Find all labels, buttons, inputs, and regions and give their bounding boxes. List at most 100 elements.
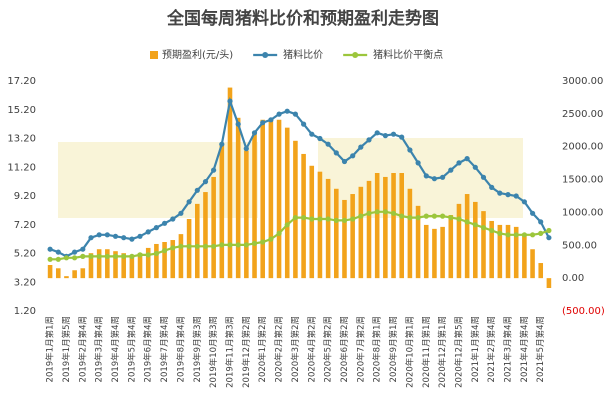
bar (407, 188, 413, 279)
bar (284, 127, 290, 279)
x-tick-label: 2019年12月第2周 (241, 316, 252, 388)
bar (481, 211, 486, 279)
x-tick-label: 2020年12月第1周 (437, 316, 448, 388)
y-tick-label: 3.20 (14, 277, 36, 288)
x-tick-label: 2019年4月第4周 (110, 316, 121, 382)
bar (186, 219, 192, 279)
legend-swatch (262, 52, 269, 58)
y-tick-label: 7.20 (14, 220, 36, 231)
bar (219, 144, 225, 279)
y-tick-label: 5.20 (14, 249, 36, 260)
y2-tick-label: 0.00 (562, 273, 584, 284)
bar (227, 87, 233, 279)
x-tick-label: 2019年3月第4周 (94, 316, 105, 382)
y2-tick-label: (500.00) (562, 306, 605, 317)
bar (162, 242, 167, 279)
x-tick-label: 2020年9月第1周 (388, 316, 399, 382)
bar (55, 268, 61, 279)
bar (154, 243, 159, 279)
y-tick-label: 13.20 (7, 134, 36, 145)
x-tick-label: 2021年2月第4周 (486, 316, 497, 382)
x-tick-label: 2019年2月第4周 (77, 316, 88, 382)
bar (334, 188, 339, 279)
x-tick-label: 2020年5月第2周 (323, 316, 334, 382)
bar (203, 192, 208, 279)
bar (522, 234, 527, 279)
x-tick-label: 2019年10月第3周 (208, 316, 219, 388)
bar (366, 180, 372, 279)
y2-tick-label: 500.00 (562, 240, 597, 251)
y-tick-label: 1.20 (14, 306, 36, 317)
bar (399, 173, 405, 279)
line (47, 209, 552, 262)
x-tick-label: 2021年1月第4周 (470, 316, 481, 382)
bar (64, 276, 69, 279)
bar (423, 224, 429, 279)
x-tick-label: 2019年7月第4周 (159, 316, 170, 382)
y-tick-label: 11.20 (7, 162, 36, 173)
y2-tick-label: 1000.00 (562, 207, 603, 218)
bar (194, 203, 200, 279)
bar (129, 255, 135, 279)
x-tick-label: 2021年5月第4周 (535, 316, 546, 382)
x-tick-label: 2019年1月第1周 (45, 316, 56, 382)
bar (391, 173, 396, 279)
bar (350, 194, 355, 279)
y2-tick-label: 2500.00 (562, 109, 603, 120)
watermark (318, 138, 523, 218)
bar (211, 176, 216, 279)
bar (456, 203, 462, 279)
bar (301, 153, 306, 279)
bar (252, 131, 257, 279)
x-tick-label: 2020年1月第2周 (257, 316, 268, 382)
bar (121, 253, 126, 279)
y-tick-label: 17.20 (7, 76, 36, 87)
bar (80, 268, 86, 279)
bar (235, 117, 241, 279)
bar (72, 270, 77, 279)
bar (505, 224, 511, 279)
bar (440, 226, 445, 279)
bar (47, 265, 53, 279)
x-tick-label: 2021年4月第4周 (519, 316, 530, 382)
y-tick-label: 9.20 (14, 191, 36, 202)
bar (88, 253, 94, 279)
legend-swatch (352, 52, 359, 58)
legend-label: 猪料比价平衡点 (373, 48, 443, 61)
bar (358, 186, 364, 279)
x-tick-label: 2020年2月第2周 (274, 316, 285, 382)
y-tick-label: 15.20 (7, 105, 36, 116)
bar (268, 119, 274, 279)
bar (538, 263, 544, 279)
bar (473, 201, 478, 279)
bar (137, 253, 143, 279)
bar (260, 119, 265, 279)
bar (432, 228, 437, 279)
x-tick-label: 2020年12月第5周 (453, 316, 464, 388)
x-tick-label: 2019年5月第4周 (126, 316, 137, 382)
bar (546, 278, 552, 288)
x-tick-label: 2020年11月第1周 (421, 316, 432, 388)
x-tick-label: 2020年3月第2周 (290, 316, 301, 382)
chart-title: 全国每周猪料比价和预期盈利走势图 (166, 8, 439, 29)
legend-label: 猪料比价 (283, 48, 323, 61)
bar (96, 249, 102, 279)
legend-label: 预期盈利(元/头) (162, 49, 233, 61)
x-tick-label: 2020年7月第2周 (355, 316, 366, 382)
bar (342, 199, 347, 279)
bar (530, 249, 535, 279)
y2-tick-label: 2000.00 (562, 142, 603, 153)
bar (170, 240, 176, 279)
bar (309, 165, 315, 279)
y2-tick-label: 3000.00 (562, 76, 603, 87)
x-tick-label: 2020年6月第2周 (339, 316, 350, 382)
bar (325, 178, 331, 279)
x-tick-label: 2020年8月第1周 (372, 316, 383, 382)
bar (448, 215, 454, 279)
bar (374, 173, 380, 279)
bar (113, 251, 118, 279)
bar (145, 247, 151, 279)
bar (293, 140, 298, 279)
bar (383, 176, 388, 279)
